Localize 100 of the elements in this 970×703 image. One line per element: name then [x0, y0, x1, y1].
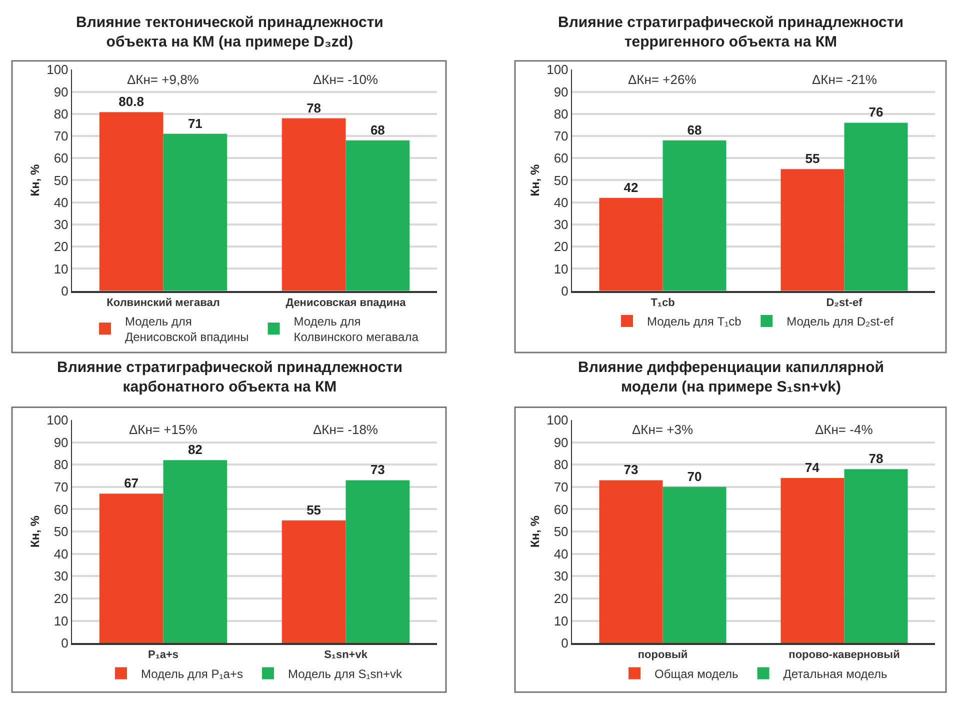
y-tick-label: 30 [554, 568, 568, 584]
bar [99, 112, 164, 291]
y-tick-label: 100 [546, 412, 568, 428]
y-tick-label: 60 [554, 502, 568, 517]
y-tick-label: 100 [46, 62, 68, 78]
x-tick-label: порово-каверновый [788, 649, 900, 662]
bar [346, 480, 410, 644]
data-label: 68 [370, 122, 385, 138]
x-tick-label: поровый [638, 649, 688, 662]
y-tick-label: 70 [54, 128, 68, 144]
bar [662, 486, 726, 644]
bar [282, 520, 346, 644]
bar [599, 480, 663, 644]
annotation: ΔКн= -21% [812, 72, 878, 87]
data-label: 70 [687, 468, 702, 484]
y-tick-label: 0 [561, 283, 568, 298]
data-label: 73 [370, 462, 385, 478]
bar [780, 169, 844, 291]
data-label: 82 [188, 442, 202, 458]
annotation: ΔКн= -18% [313, 422, 378, 437]
y-tick-label: 70 [554, 128, 568, 144]
bar [780, 478, 844, 644]
x-tick-label: Колвинский мегавал [106, 296, 220, 309]
y-tick-label: 40 [54, 546, 68, 562]
y-tick-label: 30 [54, 568, 68, 584]
legend-label: Модель для S₁sn+vk [288, 666, 403, 681]
y-tick-label: 0 [61, 283, 68, 298]
chart-title: Влияние стратиграфической принадлежности терригенного объекта на КМ [558, 14, 904, 50]
data-label: 71 [188, 116, 202, 131]
y-tick-label: 80 [554, 106, 568, 122]
y-tick-label: 20 [54, 239, 68, 254]
y-tick-label: 100 [46, 412, 68, 428]
y-tick-label: 10 [54, 613, 68, 628]
legend-label: Модель для D₂st-ef [786, 314, 894, 329]
y-axis-title: Кн, % [528, 515, 542, 548]
data-label: 68 [687, 122, 702, 138]
y-tick-label: 60 [554, 150, 568, 166]
chart-title: Влияние стратиграфической принадлежности карбонатного объекта на КМ [57, 359, 402, 396]
y-axis-title: Кн, % [528, 164, 542, 196]
bar [163, 134, 228, 291]
y-tick-label: 40 [554, 194, 568, 210]
y-tick-label: 50 [554, 172, 568, 188]
bar [844, 469, 908, 644]
y-tick-label: 10 [54, 261, 68, 276]
data-label: 78 [868, 451, 884, 466]
y-axis-title: Кн, % [28, 164, 42, 196]
data-label: 42 [624, 180, 638, 195]
y-axis-title: Кн, % [28, 515, 42, 548]
y-tick-label: 90 [554, 84, 568, 100]
chart-title: Влияние дифференциации капиллярной модели (на примере S₁sn+vk) [578, 359, 884, 396]
y-tick-label: 40 [554, 546, 568, 562]
y-tick-label: 0 [561, 636, 568, 651]
y-tick-label: 30 [554, 217, 568, 232]
y-tick-label: 50 [54, 524, 68, 540]
annotation: ΔКн= +26% [628, 72, 697, 87]
legend-label: Модель для P₁a+s [141, 666, 243, 681]
chart-title: Влияние тектонической принадлежности объекта на КМ (на примере D₃zd) [76, 14, 384, 50]
y-tick-label: 90 [54, 84, 68, 100]
annotation: ΔКн= +9,8% [127, 72, 200, 87]
y-tick-label: 20 [554, 239, 568, 254]
y-tick-label: 100 [546, 62, 568, 78]
data-label: 73 [624, 462, 638, 478]
bar [599, 198, 663, 291]
legend-label: Детальная модель [783, 666, 888, 681]
y-tick-label: 10 [554, 261, 568, 276]
y-tick-label: 0 [61, 636, 68, 651]
data-label: 80.8 [118, 94, 144, 110]
data-label: 55 [805, 151, 820, 166]
y-tick-label: 90 [554, 434, 568, 450]
data-label: 78 [306, 100, 322, 116]
bar [282, 118, 346, 291]
y-tick-label: 20 [554, 591, 568, 606]
y-tick-label: 70 [554, 479, 568, 494]
x-tick-label: P₁a+s [148, 649, 179, 662]
data-label: 76 [868, 104, 884, 120]
y-tick-label: 40 [54, 194, 68, 210]
y-tick-label: 80 [54, 106, 68, 122]
annotation: ΔКн= +15% [129, 422, 198, 437]
y-tick-label: 50 [54, 172, 68, 188]
bar [662, 140, 726, 291]
bar [163, 460, 228, 644]
x-tick-label: S₁sn+vk [324, 649, 368, 662]
legend-label: Модель для T₁cb [647, 314, 742, 329]
y-tick-label: 60 [54, 150, 68, 166]
y-tick-label: 90 [54, 434, 68, 450]
data-label: 67 [124, 476, 139, 491]
legend-label: Общая модель [654, 666, 738, 681]
data-label: 55 [306, 502, 322, 518]
x-tick-label: D₂st-ef [826, 296, 863, 309]
data-label: 74 [804, 460, 820, 476]
bar [346, 140, 410, 291]
x-tick-label: T₁cb [650, 296, 676, 309]
y-tick-label: 20 [54, 591, 68, 606]
y-tick-label: 50 [554, 524, 568, 540]
bar [99, 494, 164, 644]
annotation: ΔКн= -4% [815, 422, 874, 437]
x-tick-label: Денисовская впадина [286, 296, 407, 309]
annotation: ΔКн= +3% [632, 422, 694, 437]
legend-label: Модель для Колвинского мегавала [294, 314, 419, 344]
annotation: ΔКн= -10% [313, 72, 378, 87]
